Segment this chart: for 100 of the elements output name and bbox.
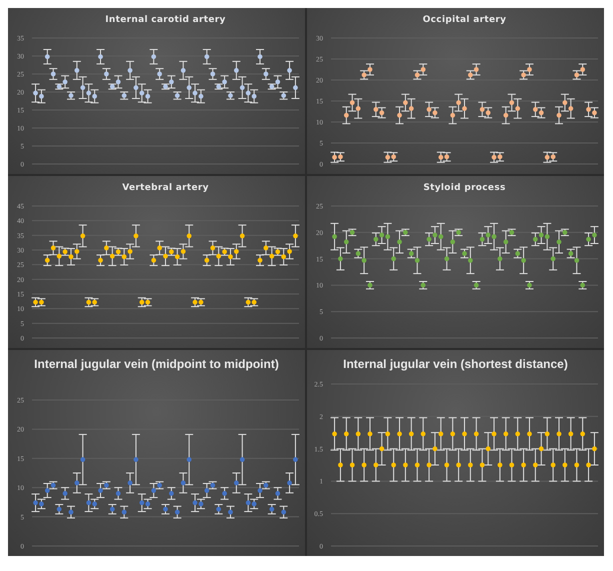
- point: [139, 90, 144, 96]
- point: [338, 256, 343, 262]
- point: [432, 446, 438, 452]
- point: [281, 510, 286, 515]
- point: [269, 254, 274, 259]
- point: [374, 462, 378, 468]
- point: [414, 258, 420, 263]
- point: [414, 72, 420, 78]
- point: [186, 234, 192, 238]
- point: [544, 234, 550, 240]
- point: [210, 72, 216, 76]
- point: [356, 432, 361, 436]
- point: [180, 249, 186, 254]
- point: [456, 100, 461, 106]
- point: [379, 446, 384, 452]
- point: [438, 432, 444, 436]
- point: [592, 110, 597, 116]
- point: [532, 236, 538, 242]
- point: [234, 249, 239, 254]
- point: [180, 480, 186, 486]
- point: [515, 251, 520, 256]
- point: [246, 90, 251, 96]
- point: [426, 236, 432, 242]
- point: [275, 491, 280, 496]
- point: [450, 432, 456, 436]
- point: [240, 85, 245, 90]
- point: [174, 510, 180, 515]
- point: [580, 432, 586, 436]
- point: [39, 502, 44, 506]
- point: [186, 85, 192, 90]
- point: [468, 258, 473, 263]
- point: [50, 246, 56, 250]
- point: [368, 432, 372, 436]
- point: [498, 256, 502, 262]
- point: [509, 100, 514, 106]
- point: [332, 432, 337, 436]
- point: [134, 85, 138, 90]
- point: [397, 432, 402, 436]
- point: [104, 72, 109, 76]
- point: [379, 232, 384, 238]
- point: [110, 254, 115, 259]
- point: [403, 462, 408, 468]
- point: [462, 251, 467, 256]
- point: [92, 94, 98, 99]
- point: [151, 258, 156, 263]
- point: [509, 462, 514, 468]
- point: [450, 240, 456, 244]
- point: [116, 80, 121, 84]
- point: [385, 234, 390, 240]
- point: [287, 68, 292, 73]
- point: [293, 457, 298, 462]
- point: [240, 234, 245, 238]
- point: [480, 462, 485, 468]
- point: [44, 488, 50, 493]
- point: [350, 462, 355, 468]
- point: [521, 72, 526, 78]
- point: [474, 67, 479, 72]
- point: [246, 300, 251, 305]
- point: [538, 110, 544, 116]
- point: [544, 154, 550, 160]
- point: [180, 68, 186, 73]
- point: [503, 112, 508, 118]
- point: [362, 258, 366, 263]
- point: [145, 502, 150, 506]
- point: [562, 462, 568, 468]
- point: [550, 154, 556, 160]
- point: [204, 54, 210, 60]
- point: [426, 462, 432, 468]
- point: [586, 236, 591, 242]
- point: [128, 480, 132, 486]
- point: [198, 94, 204, 99]
- point: [592, 232, 597, 238]
- point: [98, 258, 103, 263]
- point: [62, 80, 68, 84]
- point: [80, 85, 86, 90]
- point: [204, 488, 210, 493]
- point: [74, 68, 80, 73]
- point: [480, 236, 485, 242]
- point: [474, 432, 479, 436]
- point: [98, 54, 103, 60]
- point: [574, 258, 580, 263]
- point: [74, 480, 80, 486]
- point: [258, 488, 262, 493]
- point: [432, 232, 438, 238]
- point: [228, 510, 233, 515]
- point: [368, 67, 372, 72]
- point: [122, 510, 127, 515]
- point: [492, 234, 496, 240]
- chart-title: Internal carotid artery: [104, 14, 227, 27]
- point: [344, 112, 349, 118]
- point: [246, 500, 251, 506]
- chart-title: Occipital artery: [422, 14, 508, 27]
- point: [86, 300, 92, 305]
- point: [379, 110, 384, 116]
- point: [450, 112, 456, 118]
- point: [139, 500, 144, 506]
- point: [562, 100, 568, 106]
- point: [503, 432, 508, 436]
- point: [420, 432, 426, 436]
- point: [486, 446, 491, 452]
